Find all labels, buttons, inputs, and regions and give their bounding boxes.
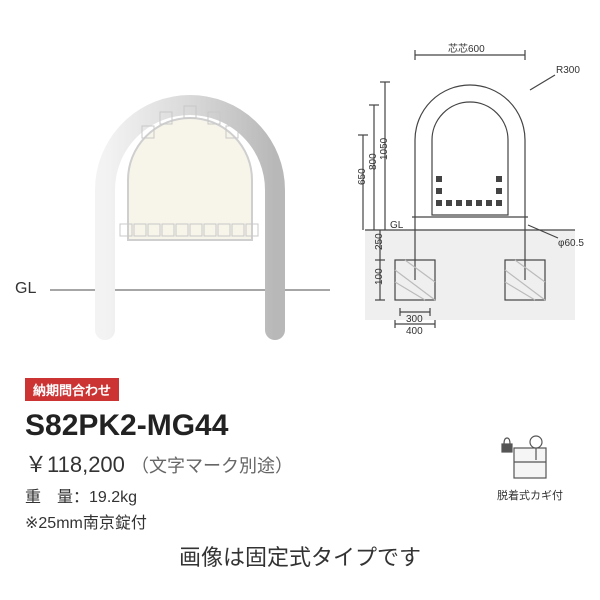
dim-650: 650 <box>357 168 368 185</box>
gl-label: GL <box>15 280 36 298</box>
lead-time-badge: 納期問合わせ <box>25 378 119 401</box>
image-caption: 画像は固定式タイプです <box>0 540 600 572</box>
dim-250: 250 <box>374 233 385 250</box>
spec-footnote: ※25mm南京錠付 <box>25 509 425 533</box>
model-number: S82PK2-MG44 <box>25 409 425 443</box>
price-line: ￥118,200 （文字マーク別途） <box>25 447 425 479</box>
product-illustration <box>50 30 330 350</box>
key-option-box: 脱着式カギ付 <box>490 430 570 503</box>
dim-r300: R300 <box>556 65 580 76</box>
spec-block: 納期問合わせ S82PK2-MG44 ￥118,200 （文字マーク別途） 重 … <box>25 378 425 533</box>
weight-line: 重 量：19.2kg <box>25 483 425 507</box>
key-option-label: 脱着式カギ付 <box>490 487 570 503</box>
dim-1050: 1050 <box>379 137 390 160</box>
weight-value: 19.2kg <box>89 489 137 506</box>
weight-label: 重 量： <box>25 489 89 506</box>
dim-gl: GL <box>390 220 404 231</box>
dim-center600: 芯芯600 <box>448 42 485 55</box>
price-value: 118,200 <box>47 452 125 477</box>
dim-400: 400 <box>406 326 423 337</box>
price-note: （文字マーク別途） <box>131 456 293 476</box>
dim-300: 300 <box>406 314 423 325</box>
price-symbol: ￥ <box>25 452 47 477</box>
dim-100: 100 <box>374 268 385 285</box>
dimension-diagram: 芯芯600 R300 φ60.5 1050 800 650 GL 250 100… <box>340 20 590 340</box>
dim-800: 800 <box>368 153 379 170</box>
dim-phi: φ60.5 <box>558 238 584 249</box>
